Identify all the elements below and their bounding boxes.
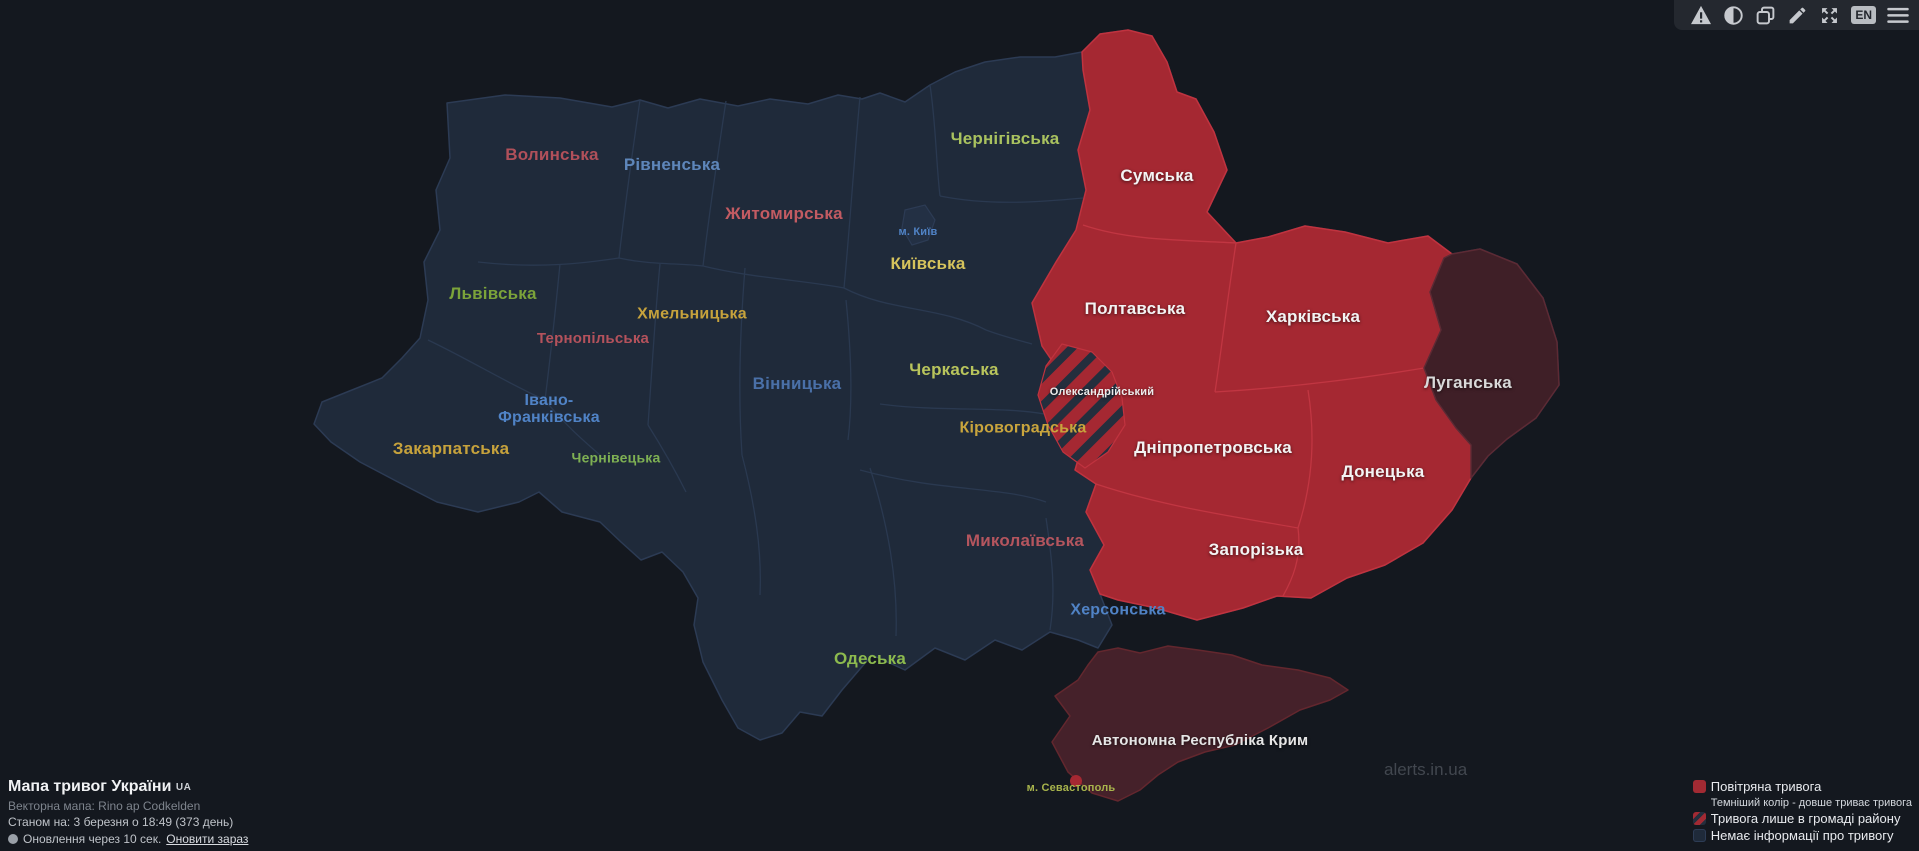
legend-label: Темніший колір - довше триває тривога (1710, 796, 1912, 809)
region-label: Івано- Франківська (498, 392, 600, 426)
legend-swatch-hatched (1692, 812, 1706, 825)
menu-icon[interactable] (1887, 7, 1909, 24)
oblast-borders (427, 84, 1084, 637)
page-title: Мапа тривог України UA (8, 778, 192, 795)
sevastopol-alert-dot (1070, 775, 1082, 787)
refresh-indicator-icon (8, 834, 18, 844)
region-label: Дніпропетровська (1134, 438, 1292, 458)
legend-swatch-none (1693, 796, 1706, 809)
map-credit: Векторна мапа: Rino ap Codkelden (8, 799, 201, 813)
warning-icon[interactable] (1690, 5, 1712, 25)
region-label: Хмельницька (637, 305, 747, 323)
region-crimea-long-alert (1051, 645, 1349, 802)
legend-label: Тривога лише в громаді району (1710, 811, 1901, 826)
region-label: Вінницька (752, 374, 842, 394)
region-label: Львівська (449, 284, 537, 304)
layers-icon[interactable] (1755, 5, 1776, 26)
region-label: Миколаївська (965, 531, 1085, 551)
region-label: Чернігівська (950, 129, 1060, 149)
legend-item: Тривога лише в громаді району (1692, 811, 1912, 826)
region-kyiv-city (901, 204, 936, 246)
region-label: Чернівецька (571, 449, 661, 466)
region-label: Житомирська (725, 204, 843, 224)
region-label: Запорізька (1208, 540, 1304, 560)
language-button[interactable]: EN (1851, 5, 1876, 25)
region-label: Харківська (1265, 307, 1361, 327)
region-label: м. Севастополь (1026, 782, 1116, 795)
region-label: Сумська (1120, 166, 1194, 186)
refresh-status: Оновлення через 10 сек. Оновити зараз (8, 832, 248, 846)
region-alert-active (1031, 29, 1472, 621)
legend-item: Темніший колір - довше триває тривога (1693, 796, 1912, 809)
legend-item: Повітряна тривога (1692, 779, 1912, 794)
region-label: Закарпатська (392, 439, 510, 459)
region-label: Донецька (1341, 462, 1425, 482)
region-label: Волинська (505, 145, 599, 165)
region-label: Херсонська (1070, 601, 1166, 619)
legend-swatch-noinfo (1692, 829, 1706, 842)
refresh-now-link[interactable]: Оновити зараз (166, 832, 249, 846)
region-label: Олександрійський (1049, 386, 1155, 399)
region-label: Рівненська (623, 155, 721, 175)
region-label: Кіровоградська (959, 419, 1087, 437)
region-label: Черкаська (909, 360, 999, 380)
region-label: м. Київ (898, 226, 938, 239)
region-luhansk-long-alert (1423, 248, 1560, 479)
title-ua-suffix: UA (175, 782, 192, 793)
legend-label: Повітряна тривога (1710, 779, 1822, 794)
region-label: Полтавська (1084, 299, 1186, 319)
fullscreen-icon[interactable] (1819, 5, 1840, 26)
legend-item: Немає інформації про тривогу (1692, 828, 1912, 843)
region-label: Тернопільська (536, 330, 650, 348)
pencil-icon[interactable] (1787, 5, 1808, 26)
contrast-icon[interactable] (1723, 5, 1744, 26)
legend-label: Немає інформації про тривогу (1710, 828, 1894, 843)
region-label: Луганська (1424, 373, 1512, 393)
alert-oblast-borders (1082, 224, 1425, 597)
watermark: alerts.in.ua (1384, 760, 1468, 779)
legend: Повітряна тривога Темніший колір - довше … (1692, 777, 1912, 845)
toolbar: EN (1674, 0, 1919, 30)
as-of-timestamp: Станом на: 3 березня о 18:49 (373 день) (8, 815, 234, 829)
region-oleksandriiskyi-hatched (1037, 343, 1126, 469)
legend-swatch-alert (1692, 780, 1706, 793)
region-label: Автономна Республіка Крим (1091, 732, 1309, 750)
info-panel: Мапа тривог України UA Векторна мапа: Ri… (8, 778, 248, 846)
refresh-countdown: Оновлення через 10 сек. (23, 832, 162, 846)
region-label: Одеська (833, 649, 907, 669)
region-label: Київська (890, 254, 966, 274)
